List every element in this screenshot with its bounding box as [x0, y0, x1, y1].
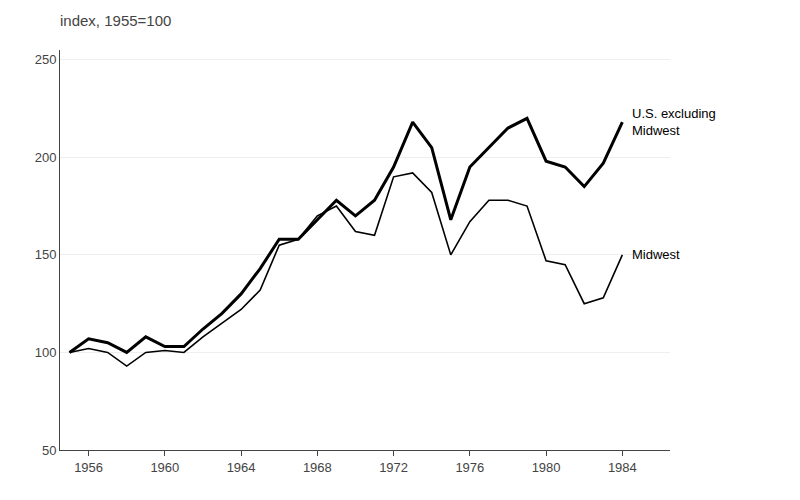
svg-text:150: 150: [35, 247, 57, 262]
svg-text:1960: 1960: [150, 460, 179, 475]
svg-text:1984: 1984: [608, 460, 637, 475]
svg-text:1964: 1964: [227, 460, 256, 475]
svg-text:1956: 1956: [74, 460, 103, 475]
svg-text:100: 100: [35, 345, 57, 360]
svg-text:200: 200: [35, 150, 57, 165]
svg-text:1976: 1976: [455, 460, 484, 475]
svg-text:1972: 1972: [379, 460, 408, 475]
svg-text:index, 1955=100: index, 1955=100: [60, 12, 171, 29]
svg-text:250: 250: [35, 52, 57, 67]
svg-text:1968: 1968: [303, 460, 332, 475]
svg-text:U.S. excludingMidwest: U.S. excludingMidwest: [632, 106, 716, 138]
svg-text:50: 50: [42, 443, 56, 458]
svg-text:1980: 1980: [532, 460, 561, 475]
svg-text:Midwest: Midwest: [632, 247, 680, 262]
